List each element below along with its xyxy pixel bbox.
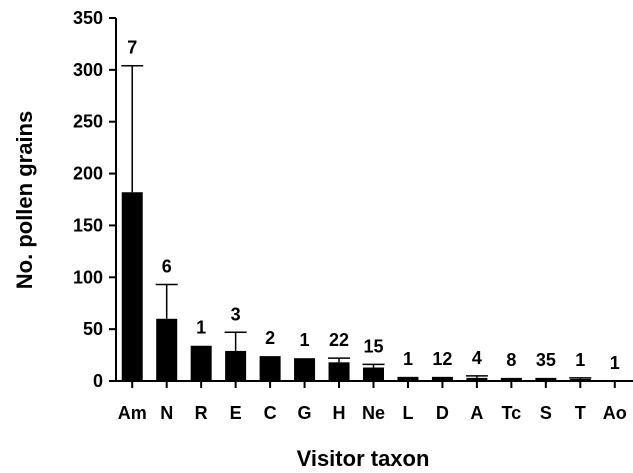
- x-tick-label: E: [230, 403, 242, 423]
- x-tick-label: Ne: [362, 403, 385, 423]
- bars: [121, 192, 591, 381]
- sample-size-label: 3: [231, 304, 241, 324]
- bar: [569, 378, 591, 381]
- x-axis: Am N R E C G H Ne L D A Tc S T Ao: [116, 380, 633, 423]
- y-tick-label: 0: [93, 371, 103, 391]
- bar: [363, 367, 384, 381]
- sample-size-label: 1: [575, 350, 585, 370]
- sample-size-label: 1: [403, 349, 413, 369]
- bar: [535, 377, 557, 381]
- bar: [259, 356, 281, 381]
- x-tick-label: R: [195, 403, 208, 423]
- bar: [121, 192, 143, 381]
- sample-size-label: 15: [363, 336, 383, 356]
- bar: [328, 362, 350, 381]
- error-bars: [121, 64, 592, 379]
- x-tick-label: L: [402, 403, 413, 423]
- bar: [397, 376, 419, 381]
- x-tick-label: Am: [118, 403, 147, 423]
- bar: [466, 377, 488, 381]
- x-tick-label: A: [470, 403, 483, 423]
- sample-size-label: 35: [536, 350, 556, 370]
- x-tick-label: T: [575, 403, 586, 423]
- y-tick-label: 200: [73, 164, 103, 184]
- y-tick-label: 300: [73, 60, 103, 80]
- y-tick-label: 150: [73, 215, 103, 235]
- sample-size-label: 1: [196, 318, 206, 338]
- x-axis-title: Visitor taxon: [297, 446, 430, 471]
- sample-size-label: 1: [300, 330, 310, 350]
- x-tick-label: G: [298, 403, 312, 423]
- x-tick-label: Tc: [502, 403, 522, 423]
- y-axis-title: No. pollen grains: [12, 111, 37, 289]
- y-tick-label: 50: [83, 319, 103, 339]
- bar: [225, 350, 247, 381]
- sample-size-label: 2: [265, 328, 275, 348]
- bar: [156, 318, 178, 381]
- sample-size-label: 6: [162, 257, 172, 277]
- x-tick-label: N: [160, 403, 173, 423]
- sample-size-label: 8: [506, 350, 516, 370]
- y-axis: 0 50 100 150 200 250 300 350: [73, 8, 117, 391]
- sample-size-label: 1: [610, 353, 620, 373]
- y-tick-label: 100: [73, 267, 103, 287]
- sample-size-labels: 7 6 1 3 2 1 22 15 1 12 4 8 35 1 1: [127, 38, 620, 373]
- bar: [431, 376, 453, 381]
- y-tick-label: 250: [73, 112, 103, 132]
- x-tick-label: H: [333, 403, 346, 423]
- x-tick-label: S: [540, 403, 552, 423]
- sample-size-label: 7: [127, 38, 137, 58]
- bar: [500, 377, 522, 381]
- sample-size-label: 4: [472, 348, 482, 368]
- bar: [294, 358, 316, 381]
- x-tick-label: D: [436, 403, 449, 423]
- bar: [190, 345, 212, 381]
- sample-size-label: 12: [432, 349, 452, 369]
- x-tick-label: Ao: [603, 403, 627, 423]
- sample-size-label: 22: [329, 330, 349, 350]
- y-tick-label: 350: [73, 8, 103, 28]
- x-tick-label: C: [264, 403, 277, 423]
